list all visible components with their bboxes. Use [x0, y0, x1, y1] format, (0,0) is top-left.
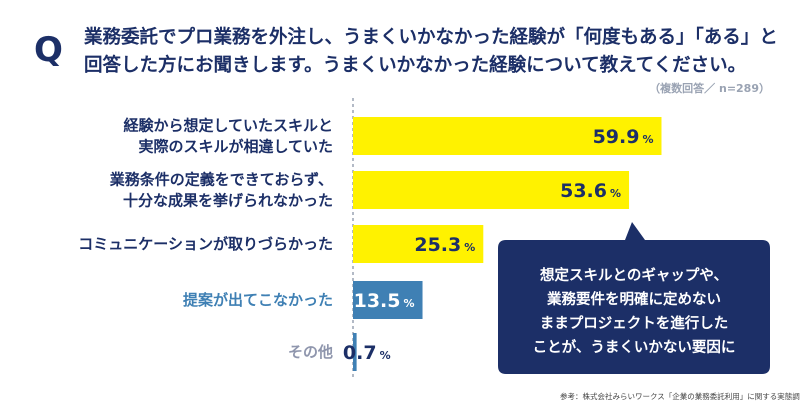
- data-label-value: 25.3: [414, 234, 461, 256]
- question-line-2: 回答した方にお聞きします。うまくいかなかった経験について教えてください。: [84, 55, 747, 76]
- question-marker: Q: [34, 30, 63, 70]
- data-label: 53.6%: [560, 180, 621, 202]
- category-label-line: コミュニケーションが取りづらかった: [78, 235, 333, 253]
- data-label-unit: %: [380, 349, 391, 362]
- category-label: 経験から想定していたスキルと実際のスキルが相違していた: [123, 117, 333, 156]
- data-label-unit: %: [464, 241, 475, 254]
- data-label-unit: %: [642, 133, 653, 146]
- data-label-value: 59.9: [593, 126, 640, 148]
- category-label: 提案が出てこなかった: [183, 291, 333, 309]
- data-label-value: 0.7: [343, 342, 377, 364]
- category-label-line: その他: [288, 343, 333, 361]
- data-label: 0.7%: [343, 342, 391, 364]
- data-label-unit: %: [610, 187, 621, 200]
- callout-line: 想定スキルとのギャップや、: [539, 266, 728, 284]
- response-note: （複数回答／ n=289）: [649, 82, 770, 95]
- data-label-unit: %: [403, 297, 414, 310]
- callout-box: [498, 222, 770, 374]
- data-label-value: 53.6: [560, 180, 607, 202]
- question-text: 業務委託でプロ業務を外注し、うまくいかなかった経験が「何度もある」「ある」と 回…: [84, 24, 784, 80]
- callout-text: 想定スキルとのギャップや、業務要件を明確に定めないままプロジェクトを進行したこと…: [533, 266, 736, 356]
- question-line-1: 業務委託でプロ業務を外注し、うまくいかなかった経験が「何度もある」「ある」と: [84, 27, 778, 48]
- bar: [353, 333, 357, 371]
- category-label-line: 業務条件の定義をできておらず、: [109, 171, 333, 189]
- callout-line: ことが、うまくいかない要因に: [533, 338, 736, 356]
- category-label-line: 十分な成果を挙げられなかった: [123, 192, 333, 210]
- callout-line: ままプロジェクトを進行した: [540, 314, 729, 332]
- data-label: 59.9%: [593, 126, 654, 148]
- category-label-line: 経験から想定していたスキルと: [123, 117, 333, 135]
- data-label: 13.5%: [354, 290, 415, 312]
- bar: [353, 171, 630, 209]
- bar: [353, 117, 662, 155]
- data-label-value: 13.5: [354, 290, 401, 312]
- data-label: 25.3%: [414, 234, 475, 256]
- category-label: その他: [288, 343, 333, 361]
- source-note: 参考：株式会社みらいワークス「企業の業務委託利用」に関する実態調査: [560, 392, 800, 401]
- callout-line: 業務要件を明確に定めない: [546, 290, 721, 308]
- category-label-line: 実際のスキルが相違していた: [138, 138, 333, 156]
- category-label-line: 提案が出てこなかった: [183, 291, 333, 309]
- category-label: コミュニケーションが取りづらかった: [78, 235, 333, 253]
- bar: [353, 281, 423, 319]
- bar: [353, 225, 484, 263]
- category-label: 業務条件の定義をできておらず、十分な成果を挙げられなかった: [109, 171, 333, 210]
